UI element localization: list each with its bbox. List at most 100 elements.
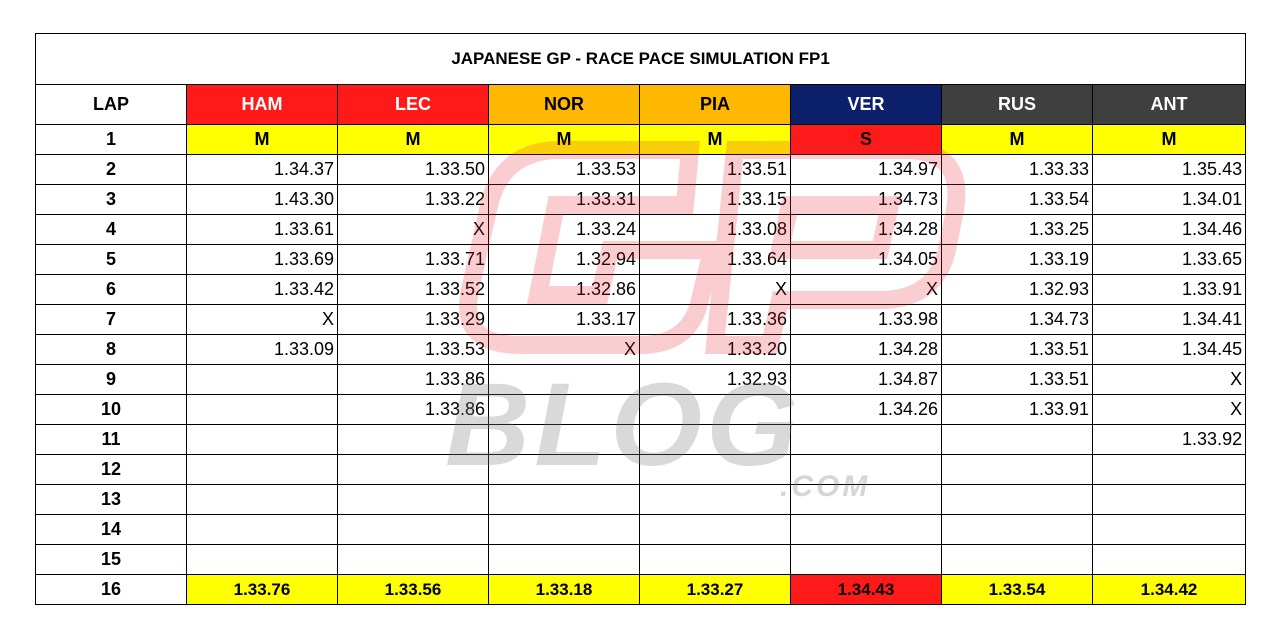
- lap-time-cell: 1.34.46: [1091, 214, 1247, 245]
- lap-time-cell: 1.33.08: [639, 214, 791, 245]
- lap-time-cell: 1.33.92: [1091, 424, 1247, 455]
- lap-number: 7: [35, 304, 187, 335]
- lap-time-cell: 1.33.53: [337, 334, 489, 365]
- lap-time-cell: 1.33.24: [488, 214, 640, 245]
- lap-time-cell: [337, 484, 489, 515]
- lap-number: 2: [35, 154, 187, 185]
- title-row: JAPANESE GP - RACE PACE SIMULATION FP1: [34, 33, 1247, 85]
- lap-row: 5 1.33.69 1.33.71 1.32.94 1.33.64 1.34.05 1.33…: [35, 244, 1247, 275]
- lap-time-cell: 1.32.93: [941, 274, 1093, 305]
- lap-time-cell: [941, 424, 1093, 455]
- lap-time-cell: 1.34.37: [186, 154, 338, 185]
- lap-time-cell: 1.33.51: [639, 154, 791, 185]
- lap-time-cell: X: [1091, 364, 1247, 395]
- lap-time-cell: 1.33.22: [337, 184, 489, 215]
- lap-time-cell: 1.33.71: [337, 244, 489, 275]
- race-pace-table: JAPANESE GP - RACE PACE SIMULATION FP1 L…: [34, 33, 1247, 605]
- lap-time-cell: 1.33.98: [790, 304, 942, 335]
- lap-time-cell: [186, 424, 338, 455]
- lap-time-cell: 1.33.51: [941, 334, 1093, 365]
- lap-time-cell: [941, 454, 1093, 485]
- lap-time-cell: 1.33.91: [941, 394, 1093, 425]
- lap-row: 8 1.33.09 1.33.53 X 1.33.20 1.34.28 1.33.51 1.3…: [35, 334, 1247, 365]
- lap-number: 10: [35, 394, 187, 425]
- lap-time-cell: [488, 514, 640, 545]
- lap-number: 12: [35, 454, 187, 485]
- lap-time-cell: 1.33.69: [186, 244, 338, 275]
- lap-row: 3 1.43.30 1.33.22 1.33.31 1.33.15 1.34.73 1.33…: [35, 184, 1247, 215]
- lap-time-cell: 1.33.42: [186, 274, 338, 305]
- average-time-cell: 1.34.42: [1091, 574, 1247, 605]
- lap-time-cell: 1.43.30: [186, 184, 338, 215]
- lap-time-cell: [1091, 454, 1247, 485]
- lap-time-cell: 1.33.19: [941, 244, 1093, 275]
- lap-row: 13: [35, 484, 1247, 515]
- lap-time-cell: [1091, 514, 1247, 545]
- lap-number: 3: [35, 184, 187, 215]
- average-time-cell: 1.34.43: [790, 574, 942, 605]
- lap-time-cell: [639, 454, 791, 485]
- lap-time-cell: [941, 544, 1093, 575]
- lap-time-cell: 1.34.41: [1091, 304, 1247, 335]
- lap-time-cell: X: [337, 214, 489, 245]
- lap-number: 5: [35, 244, 187, 275]
- sheet-title: JAPANESE GP - RACE PACE SIMULATION FP1: [34, 33, 1247, 85]
- average-time-cell: 1.33.56: [337, 574, 489, 605]
- lap-time-cell: [186, 394, 338, 425]
- lap-time-cell: 1.33.15: [639, 184, 791, 215]
- lap-time-cell: X: [790, 274, 942, 305]
- lap-time-cell: [790, 484, 942, 515]
- lap-time-cell: 1.34.97: [790, 154, 942, 185]
- lap-time-cell: [639, 394, 791, 425]
- tyre-compound-cell: M: [186, 124, 338, 155]
- lap-time-cell: 1.34.26: [790, 394, 942, 425]
- lap-time-cell: X: [488, 334, 640, 365]
- header-row: LAP HAM LEC NOR PIA VER RUS ANT: [35, 84, 1247, 125]
- lap-time-cell: 1.33.52: [337, 274, 489, 305]
- lap-number: 8: [35, 334, 187, 365]
- average-time-cell: 1.33.18: [488, 574, 640, 605]
- lap-time-cell: [639, 424, 791, 455]
- lap-time-cell: 1.33.86: [337, 394, 489, 425]
- lap-time-cell: [639, 544, 791, 575]
- lap-time-cell: [790, 424, 942, 455]
- lap-time-cell: 1.33.61: [186, 214, 338, 245]
- lap-time-cell: [186, 544, 338, 575]
- lap-number: 1: [35, 124, 187, 155]
- lap-number: 14: [35, 514, 187, 545]
- lap-time-cell: 1.33.64: [639, 244, 791, 275]
- lap-time-cell: 1.34.45: [1091, 334, 1247, 365]
- lap-number: 6: [35, 274, 187, 305]
- lap-time-cell: 1.33.53: [488, 154, 640, 185]
- tyre-compound-cell: M: [488, 124, 640, 155]
- lap-row: 4 1.33.61 X 1.33.24 1.33.08 1.34.28 1.33.25 1.3…: [35, 214, 1247, 245]
- lap-row: 7 X 1.33.29 1.33.17 1.33.36 1.33.98 1.34.73 1.3…: [35, 304, 1247, 335]
- lap-time-cell: [639, 514, 791, 545]
- driver-header-ant: ANT: [1091, 84, 1247, 125]
- lap-time-cell: 1.34.28: [790, 334, 942, 365]
- average-time-cell: 1.33.54: [941, 574, 1093, 605]
- lap-time-cell: X: [1091, 394, 1247, 425]
- lap-time-cell: [941, 484, 1093, 515]
- lap-time-cell: [488, 394, 640, 425]
- lap-time-cell: [186, 364, 338, 395]
- lap-time-cell: 1.34.87: [790, 364, 942, 395]
- lap-time-cell: 1.33.86: [337, 364, 489, 395]
- driver-header-lec: LEC: [337, 84, 489, 125]
- lap-number: 15: [35, 544, 187, 575]
- lap-row: 14: [35, 514, 1247, 545]
- lap-time-cell: 1.35.43: [1091, 154, 1247, 185]
- lap-time-cell: [639, 484, 791, 515]
- lap-row: 9 1.33.86 1.32.93 1.34.87 1.33.51 X: [35, 364, 1247, 395]
- lap-time-cell: X: [639, 274, 791, 305]
- lap-time-cell: 1.34.73: [941, 304, 1093, 335]
- tyre-compound-cell: S: [790, 124, 942, 155]
- lap-time-cell: [337, 514, 489, 545]
- lap-row: 15: [35, 544, 1247, 575]
- lap-time-cell: 1.33.51: [941, 364, 1093, 395]
- lap-time-cell: 1.33.09: [186, 334, 338, 365]
- lap-row: 2 1.34.37 1.33.50 1.33.53 1.33.51 1.34.97 1.33…: [35, 154, 1247, 185]
- lap-time-cell: [337, 454, 489, 485]
- lap-time-cell: [488, 544, 640, 575]
- lap-time-cell: 1.33.17: [488, 304, 640, 335]
